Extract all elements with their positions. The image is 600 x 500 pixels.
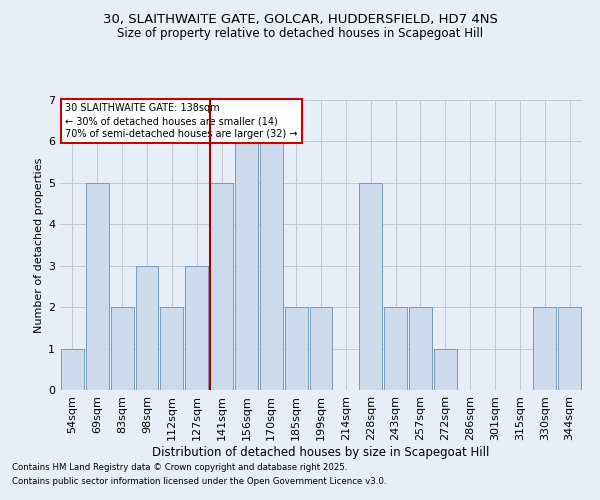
Text: Contains public sector information licensed under the Open Government Licence v3: Contains public sector information licen… [12, 477, 386, 486]
Bar [235, 142, 258, 390]
Bar [434, 348, 457, 390]
Bar [359, 183, 382, 390]
Bar [384, 307, 407, 390]
Bar [185, 266, 208, 390]
Bar [285, 307, 308, 390]
Bar [136, 266, 158, 390]
Bar [111, 307, 134, 390]
Text: Size of property relative to detached houses in Scapegoat Hill: Size of property relative to detached ho… [117, 28, 483, 40]
Text: 30 SLAITHWAITE GATE: 138sqm
← 30% of detached houses are smaller (14)
70% of sem: 30 SLAITHWAITE GATE: 138sqm ← 30% of det… [65, 103, 298, 140]
Bar [533, 307, 556, 390]
Y-axis label: Number of detached properties: Number of detached properties [34, 158, 44, 332]
X-axis label: Distribution of detached houses by size in Scapegoat Hill: Distribution of detached houses by size … [152, 446, 490, 458]
Bar [260, 142, 283, 390]
Text: Contains HM Land Registry data © Crown copyright and database right 2025.: Contains HM Land Registry data © Crown c… [12, 464, 347, 472]
Bar [210, 183, 233, 390]
Text: 30, SLAITHWAITE GATE, GOLCAR, HUDDERSFIELD, HD7 4NS: 30, SLAITHWAITE GATE, GOLCAR, HUDDERSFIE… [103, 12, 497, 26]
Bar [86, 183, 109, 390]
Bar [310, 307, 332, 390]
Bar [409, 307, 432, 390]
Bar [160, 307, 183, 390]
Bar [61, 348, 84, 390]
Bar [558, 307, 581, 390]
